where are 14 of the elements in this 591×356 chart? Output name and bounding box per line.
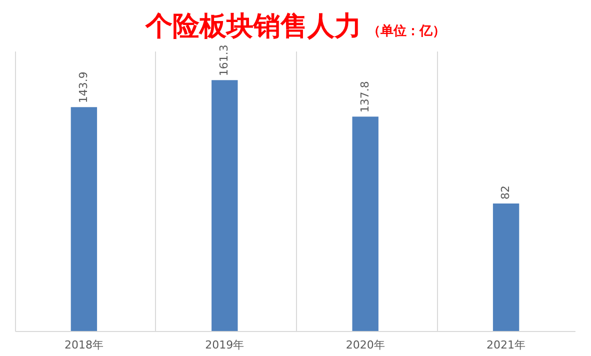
- chart-subtitle: （单位：亿）: [368, 23, 446, 40]
- x-tick-label: 2021年: [486, 338, 526, 352]
- bar: [352, 116, 378, 331]
- chart-title: 个险板块销售人力: [146, 10, 362, 44]
- data-label: 161.3: [218, 44, 231, 76]
- bar: [70, 107, 98, 331]
- data-label: 143.9: [76, 72, 90, 104]
- x-tick-label: 2018年: [64, 338, 104, 352]
- x-tick-label: 2020年: [346, 338, 385, 352]
- bar: [212, 80, 238, 331]
- x-tick-label: 2019年: [205, 338, 244, 352]
- data-label: 82: [499, 185, 512, 200]
- data-label: 137.8: [358, 81, 372, 113]
- bar: [492, 203, 520, 331]
